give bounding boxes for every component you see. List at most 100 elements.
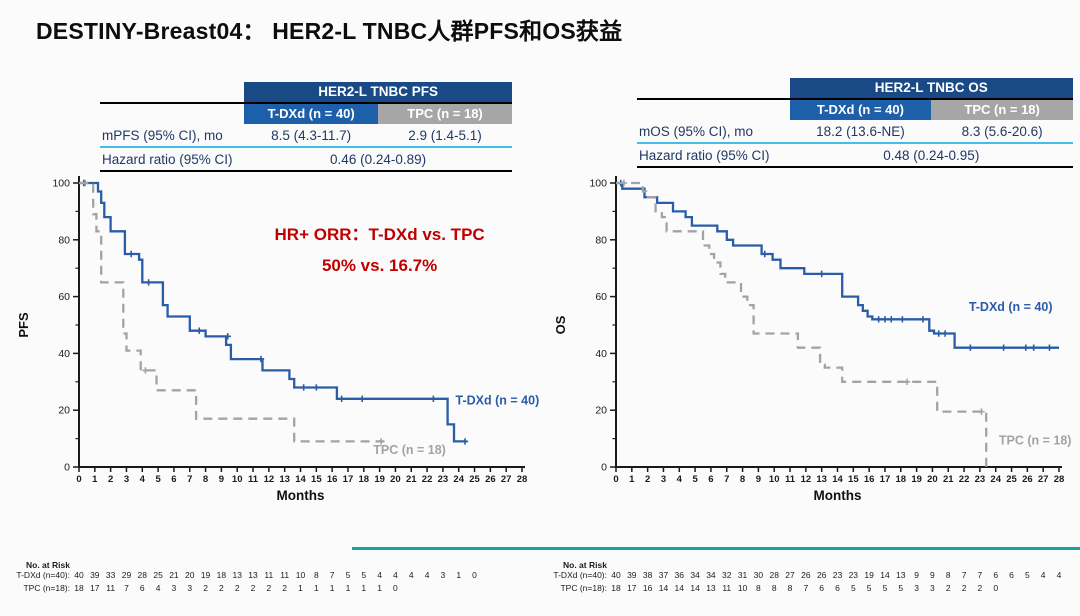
censor-mark xyxy=(461,438,469,445)
x-tick-label: 26 xyxy=(1022,474,1033,485)
censor-mark xyxy=(257,355,265,363)
km-curve xyxy=(616,181,988,467)
km-curve xyxy=(79,181,467,443)
at-risk-value: 5 xyxy=(898,583,904,593)
at-risk-value: 11 xyxy=(264,570,274,580)
pfs-table-title: HER2-L TNBC PFS xyxy=(244,82,512,102)
x-tick-label: 11 xyxy=(785,474,796,485)
pfs-table-corner2 xyxy=(100,104,244,124)
at-risk-value: 20 xyxy=(185,570,195,580)
at-risk-value: 7 xyxy=(961,570,967,580)
at-risk-value: 13 xyxy=(248,570,258,580)
y-tick-label: 0 xyxy=(601,462,607,474)
x-tick-label: 11 xyxy=(248,474,259,485)
at-risk-value: 14 xyxy=(880,570,890,580)
at-risk-value: 1 xyxy=(329,583,335,593)
os-table-corner xyxy=(637,78,790,98)
at-risk-value: 38 xyxy=(642,570,653,580)
x-tick-label: 17 xyxy=(343,474,354,485)
censor-mark xyxy=(620,179,628,187)
at-risk-value: 4 xyxy=(408,570,414,580)
x-tick-label: 13 xyxy=(279,474,290,485)
at-risk-value: 2 xyxy=(234,583,240,593)
axes xyxy=(78,176,525,468)
at-risk-value: 26 xyxy=(816,570,827,580)
x-tick-label: 20 xyxy=(390,474,401,485)
x-tick-label: 14 xyxy=(295,474,306,485)
at-risk-value: 6 xyxy=(139,583,145,593)
page-title: DESTINY-Breast04： HER2-L TNBC人群PFS和OS获益 xyxy=(36,18,623,44)
at-risk-value: 1 xyxy=(361,583,367,593)
x-tick-label: 6 xyxy=(171,474,176,485)
os-at-risk-heading: No. at Risk xyxy=(563,560,607,570)
x-tick-label: 15 xyxy=(311,474,322,485)
at-risk-value: 11 xyxy=(106,583,116,593)
at-risk-value: 17 xyxy=(627,583,637,593)
x-tick-label: 20 xyxy=(927,474,938,485)
at-risk-value: 18 xyxy=(74,583,84,593)
pfs-panel: HER2-L TNBC PFS T-DXd (n = 40) TPC (n = … xyxy=(8,70,543,593)
y-tick-label: 20 xyxy=(595,405,607,417)
at-risk-value: 10 xyxy=(737,583,748,593)
at-risk-value: 2 xyxy=(203,583,208,593)
x-tick-label: 25 xyxy=(1006,474,1017,485)
os-km-chart: 0 1 2 3 4 5 6 7 8 9 10 11 12 13 14 15 16 17 18 19 20 21 22 23 24… xyxy=(553,176,1072,503)
y-tick-label: 40 xyxy=(595,348,607,360)
x-tick-label: 1 xyxy=(629,474,635,485)
at-risk-value: 5 xyxy=(345,570,351,580)
at-risk-value: 6 xyxy=(835,583,840,593)
y-axis-title: PFS xyxy=(16,312,31,338)
y-tick-label: 80 xyxy=(58,234,70,246)
pfs-table-header-row: HER2-L TNBC PFS xyxy=(100,82,512,104)
y-tick-label: 100 xyxy=(589,178,607,190)
at-risk-value: 25 xyxy=(153,570,163,580)
pfs-at-risk-heading: No. at Risk xyxy=(26,560,70,570)
pfs-table-corner xyxy=(100,82,244,102)
x-tick-label: 22 xyxy=(422,474,433,485)
mpfs-tdxd-value: 8.5 (4.3-11.7) xyxy=(271,128,352,143)
x-tick-label: 14 xyxy=(832,474,843,485)
x-tick-label: 23 xyxy=(975,474,986,485)
at-risk-value: 2 xyxy=(266,583,272,593)
at-risk-value: 27 xyxy=(785,570,795,580)
x-tick-label: 8 xyxy=(740,474,745,485)
censor-mark xyxy=(430,395,437,403)
series-label: TPC (n = 18) xyxy=(999,433,1072,447)
x-tick-label: 10 xyxy=(769,474,780,485)
bottom-accent-rule xyxy=(352,547,1080,550)
at-risk-value: 14 xyxy=(674,583,685,593)
at-risk-value: 0 xyxy=(393,583,398,593)
at-risk-value: 2 xyxy=(961,583,967,593)
censor-mark xyxy=(145,279,152,286)
censor-mark xyxy=(761,250,768,258)
at-risk-value: 11 xyxy=(280,570,290,580)
at-risk-value: 3 xyxy=(187,583,193,593)
x-tick-label: 4 xyxy=(140,474,146,485)
at-risk-value: 2 xyxy=(945,583,951,593)
at-risk-value: 3 xyxy=(440,570,446,580)
x-tick-label: 27 xyxy=(501,474,512,485)
censor-mark xyxy=(941,330,949,337)
at-risk-value: 7 xyxy=(803,583,809,593)
x-tick-label: 22 xyxy=(959,474,970,485)
x-tick-label: 0 xyxy=(76,474,81,485)
at-risk-value: 17 xyxy=(90,583,100,593)
at-risk-value: 2 xyxy=(977,583,983,593)
at-risk-value: 40 xyxy=(74,570,84,580)
x-tick-label: 21 xyxy=(943,474,954,485)
pfs-col-tpc: TPC (n = 18) xyxy=(378,104,512,124)
pfs-table-subheader-row: T-DXd (n = 40) TPC (n = 18) xyxy=(100,104,512,124)
censor-mark xyxy=(903,378,911,385)
series-label: T-DXd (n = 40) xyxy=(969,300,1053,314)
censor-mark xyxy=(978,408,985,415)
annotation-text: HR+ ORR：T-DXd vs. TPC xyxy=(275,225,485,244)
x-tick-label: 18 xyxy=(358,474,369,485)
censor-mark xyxy=(935,330,942,337)
x-tick-label: 2 xyxy=(645,474,650,485)
x-tick-label: 7 xyxy=(724,474,729,485)
censor-mark xyxy=(224,333,231,340)
x-tick-label: 2 xyxy=(108,474,113,485)
at-risk-value: 33 xyxy=(105,570,116,580)
at-risk-value: 4 xyxy=(377,570,382,580)
km-curve xyxy=(79,181,385,443)
